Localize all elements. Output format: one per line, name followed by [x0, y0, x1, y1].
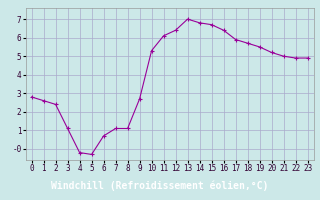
Text: Windchill (Refroidissement éolien,°C): Windchill (Refroidissement éolien,°C) — [51, 180, 269, 191]
